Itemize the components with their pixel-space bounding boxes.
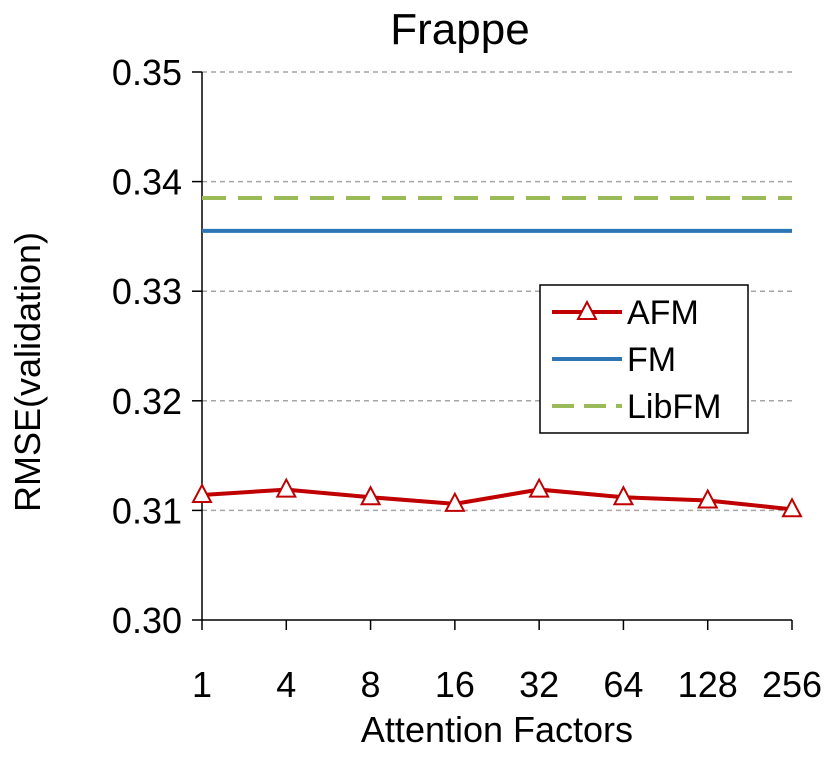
legend-label-afm: AFM bbox=[627, 294, 699, 332]
y-tick-label: 0.35 bbox=[112, 52, 182, 93]
legend-label-fm: FM bbox=[627, 341, 676, 379]
data-point-afm bbox=[359, 485, 382, 506]
y-tick-label: 0.32 bbox=[112, 381, 182, 422]
x-tick-label: 16 bbox=[435, 664, 475, 705]
x-tick-label: 8 bbox=[361, 664, 381, 705]
y-tick-label: 0.30 bbox=[112, 600, 182, 641]
data-point-afm bbox=[697, 488, 719, 509]
data-point-afm bbox=[612, 485, 635, 506]
data-point-afm bbox=[444, 491, 466, 512]
chart-title: Frappe bbox=[390, 5, 529, 54]
x-axis-label: Attention Factors bbox=[361, 709, 633, 750]
x-tick-label: 256 bbox=[762, 664, 822, 705]
x-tick-label: 64 bbox=[603, 664, 643, 705]
legend-marker-afm bbox=[576, 299, 598, 320]
x-tick-label: 4 bbox=[276, 664, 296, 705]
data-point-afm bbox=[275, 477, 297, 498]
legend: AFM FM LibFM bbox=[539, 284, 749, 434]
data-point-afm bbox=[191, 482, 213, 504]
x-tick-label: 32 bbox=[519, 664, 559, 705]
y-tick-label: 0.31 bbox=[112, 490, 182, 531]
x-tick-label: 128 bbox=[678, 664, 738, 705]
legend-label-libfm: LibFM bbox=[627, 388, 721, 426]
series-line-afm bbox=[201, 487, 793, 512]
series-lines bbox=[191, 196, 803, 518]
x-tick-label: 1 bbox=[192, 664, 212, 705]
y-tick-label: 0.33 bbox=[112, 271, 182, 312]
y-axis-label: RMSE(validation) bbox=[7, 232, 48, 512]
data-point-afm bbox=[781, 497, 803, 518]
axes: 0.30 0.31 0.32 0.33 0.34 0.35 1 4 8 16 32 64 128 256 bbox=[112, 52, 822, 705]
y-tick-label: 0.34 bbox=[112, 162, 182, 203]
data-point-afm bbox=[528, 477, 550, 498]
